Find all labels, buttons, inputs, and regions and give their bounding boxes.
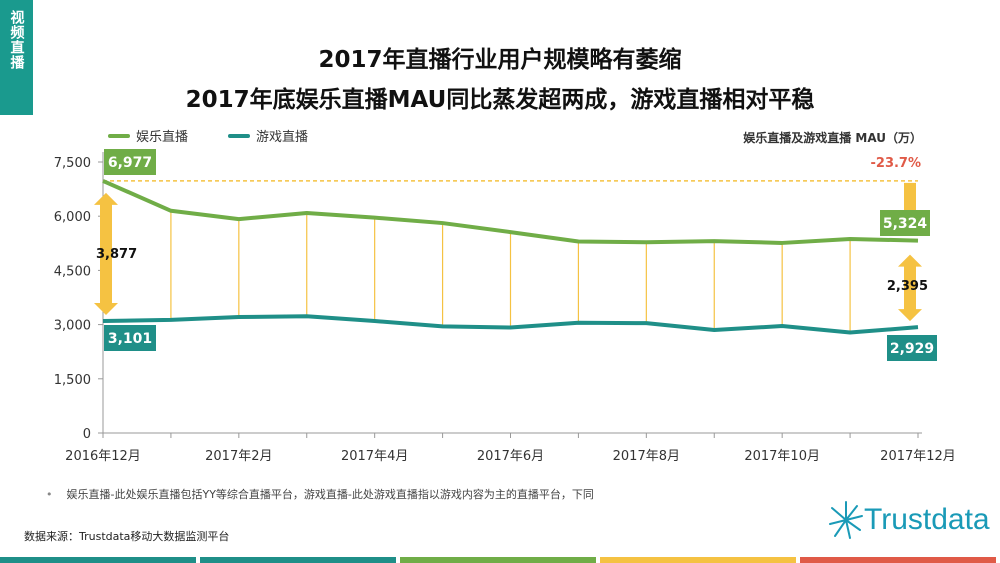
legend-swatch-gaming — [228, 133, 251, 138]
footnote-bullet: • — [46, 488, 53, 501]
series-line-gaming — [102, 314, 919, 335]
y-tick-label: 1,500 — [54, 373, 91, 388]
y-tick-label: 4,500 — [54, 264, 91, 279]
data-label-gaming-start-box — [104, 325, 156, 351]
gap-label-end: 2,395 — [887, 279, 928, 294]
bottom-color-bar — [0, 557, 1000, 563]
unit-label: 娱乐直播及游戏直播 MAU（万） — [743, 131, 922, 145]
data-source: 数据来源：Trustdata移动大数据监测平台 — [24, 530, 230, 543]
bottom-bar-segment — [200, 557, 396, 563]
data-label-gaming-end: 2,929 — [890, 341, 934, 357]
bottom-bar-segment — [0, 557, 196, 563]
data-label-entertainment-end: 5,324 — [883, 216, 928, 232]
data-label-gaming-start: 3,101 — [108, 331, 152, 347]
y-tick-label: 3,000 — [54, 319, 91, 334]
legend-swatch-entertainment — [108, 133, 130, 138]
chart-title: 2017年直播行业用户规模略有萎缩 — [318, 47, 682, 73]
footnote: • 娱乐直播-此处娱乐直播包括YY等综合直播平台，游戏直播-此处游戏直播指以游戏内… — [46, 486, 594, 502]
footnote-text: 娱乐直播-此处娱乐直播包括YY等综合直播平台，游戏直播-此处游戏直播指以游戏内容… — [66, 488, 594, 501]
section-tab-label: 视频直播 — [8, 10, 25, 70]
x-tick-label: 2017年6月 — [477, 449, 544, 464]
x-tick-label: 2017年10月 — [744, 449, 820, 464]
legend-label-gaming: 游戏直播 — [256, 130, 309, 145]
legend-item-gaming: 游戏直播 — [228, 126, 308, 145]
x-tick-label: 2017年12月 — [880, 449, 956, 464]
data-label-entertainment-end-box — [880, 210, 930, 236]
logo-text: Trustdata — [864, 503, 990, 536]
legend: 娱乐直播 游戏直播 — [108, 126, 308, 145]
bottom-bar-segment — [600, 557, 796, 563]
trustdata-logo: Trustdata — [826, 494, 991, 546]
chart-subtitle: 2017年底娱乐直播MAU同比蒸发超两成，游戏直播相对平稳 — [185, 87, 815, 113]
x-tick-label: 2016年12月 — [65, 449, 141, 464]
x-tick-label: 2017年4月 — [341, 449, 408, 464]
y-tick-label: 6,000 — [54, 210, 91, 225]
legend-item-entertainment: 娱乐直播 — [108, 126, 188, 145]
bottom-bar-segment — [800, 557, 996, 563]
gap-arrow-end — [898, 254, 922, 322]
data-label-entertainment-start: 6,977 — [108, 155, 152, 171]
y-tick-label: 0 — [83, 427, 91, 442]
x-tick-label: 2017年2月 — [205, 449, 272, 464]
series-line-entertainment — [102, 179, 919, 245]
gap-arrow-start — [94, 192, 118, 315]
gap-label-start: 3,877 — [96, 247, 137, 262]
data-label-gaming-end-box — [887, 335, 937, 361]
data-label-entertainment-start-box — [104, 149, 156, 175]
logo-burst-icon — [829, 501, 863, 539]
legend-label-entertainment: 娱乐直播 — [136, 130, 189, 145]
x-tick-label: 2017年8月 — [613, 449, 680, 464]
change-label: -23.7% — [871, 156, 922, 171]
section-tab: 视频直播 — [0, 0, 33, 115]
y-tick-label: 7,500 — [54, 156, 91, 171]
bottom-bar-segment — [400, 557, 596, 563]
